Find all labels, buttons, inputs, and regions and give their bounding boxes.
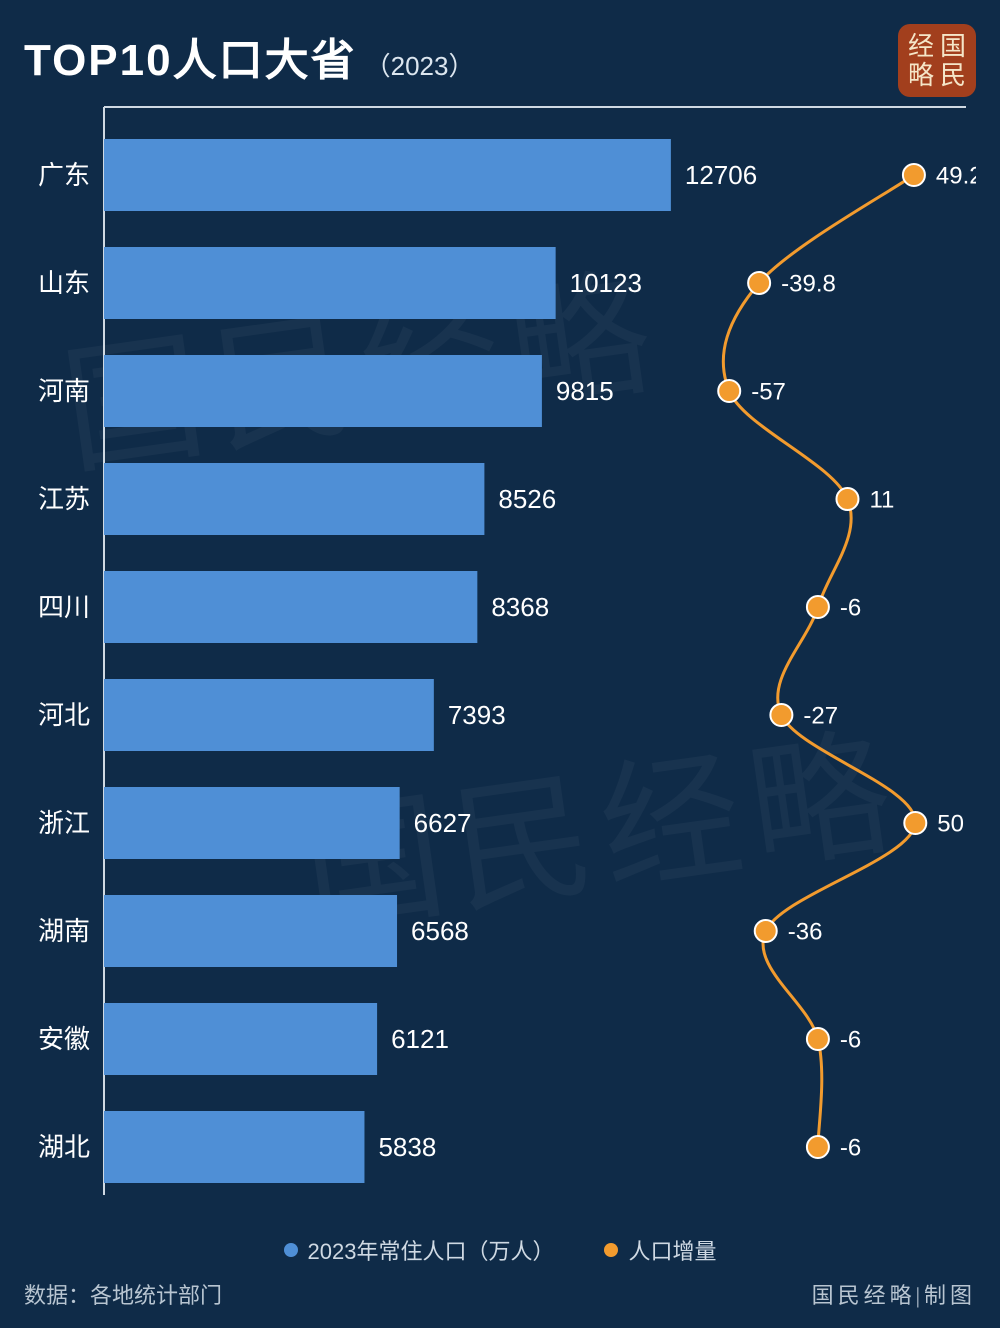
growth-value-label: -6 — [840, 1026, 861, 1053]
publisher-logo: 经 国 略 民 — [898, 24, 976, 97]
logo-char: 国 — [940, 32, 966, 61]
category-label: 安徽 — [38, 1024, 90, 1054]
legend-label-line: 人口增量 — [628, 1234, 716, 1266]
growth-value-label: 50 — [937, 810, 964, 837]
chart-title: TOP10人口大省 （2023） — [24, 24, 474, 88]
bar — [104, 571, 477, 643]
bar-value-label: 6568 — [411, 916, 469, 946]
growth-line — [723, 175, 915, 1147]
growth-value-label: -6 — [840, 594, 861, 621]
growth-value-label: 49.2 — [936, 162, 976, 189]
growth-marker — [807, 1028, 829, 1050]
combined-chart-svg: 广东 12706 山东 10123 河南 9815 江苏 8526 四川 8368 河北 7393 浙江… — [24, 105, 976, 1208]
category-label: 河北 — [38, 700, 90, 730]
bar-value-label: 6627 — [414, 808, 472, 838]
bar — [104, 1003, 377, 1075]
growth-value-label: -27 — [803, 702, 838, 729]
category-label: 浙江 — [38, 808, 90, 838]
growth-marker — [836, 488, 858, 510]
credit-label: 国民经略|制图 — [812, 1278, 976, 1310]
logo-char: 略 — [908, 61, 934, 90]
header: TOP10人口大省 （2023） 经 国 略 民 — [24, 24, 976, 97]
category-label: 四川 — [38, 592, 90, 622]
growth-value-label: -6 — [840, 1134, 861, 1161]
legend-item-line: 人口增量 — [604, 1234, 716, 1266]
legend-item-bar: 2023年常住人口（万人） — [284, 1234, 555, 1266]
title-main: TOP10人口大省 — [24, 24, 357, 88]
growth-marker — [903, 164, 925, 186]
bar — [104, 895, 397, 967]
bar — [104, 679, 434, 751]
bar — [104, 1111, 364, 1183]
category-label: 江苏 — [38, 484, 90, 514]
legend: 2023年常住人口（万人） 人口增量 — [0, 1234, 1000, 1266]
logo-char: 经 — [908, 32, 934, 61]
bar — [104, 247, 556, 319]
logo-char: 民 — [940, 61, 966, 90]
legend-swatch-dot — [604, 1243, 618, 1257]
growth-value-label: -39.8 — [781, 270, 836, 297]
bar-value-label: 12706 — [685, 160, 757, 190]
growth-marker — [770, 704, 792, 726]
chart-area: 广东 12706 山东 10123 河南 9815 江苏 8526 四川 8368 河北 7393 浙江… — [24, 105, 976, 1208]
growth-marker — [904, 812, 926, 834]
category-label: 湖北 — [38, 1132, 90, 1162]
bar — [104, 787, 400, 859]
growth-marker — [748, 272, 770, 294]
category-label: 山东 — [38, 268, 90, 298]
growth-marker — [807, 1136, 829, 1158]
legend-swatch-bar — [284, 1243, 298, 1257]
bar-value-label: 6121 — [391, 1024, 449, 1054]
bar-value-label: 7393 — [448, 700, 506, 730]
category-label: 河南 — [38, 376, 90, 406]
footer: 数据：各地统计部门 国民经略|制图 — [24, 1278, 976, 1310]
growth-marker — [755, 920, 777, 942]
growth-value-label: -57 — [751, 378, 786, 405]
bar — [104, 463, 484, 535]
title-year: （2023） — [365, 46, 475, 83]
growth-value-label: 11 — [869, 486, 894, 513]
bar-value-label: 5838 — [378, 1132, 436, 1162]
bar-value-label: 8368 — [491, 592, 549, 622]
category-label: 广东 — [38, 160, 90, 190]
growth-marker — [718, 380, 740, 402]
bar — [104, 355, 542, 427]
bar — [104, 139, 671, 211]
bar-value-label: 8526 — [498, 484, 556, 514]
bar-value-label: 10123 — [570, 268, 642, 298]
growth-marker — [807, 596, 829, 618]
category-label: 湖南 — [38, 916, 90, 946]
bar-value-label: 9815 — [556, 376, 614, 406]
growth-value-label: -36 — [788, 918, 823, 945]
legend-label-bar: 2023年常住人口（万人） — [308, 1234, 555, 1266]
data-source-label: 数据：各地统计部门 — [24, 1278, 222, 1310]
